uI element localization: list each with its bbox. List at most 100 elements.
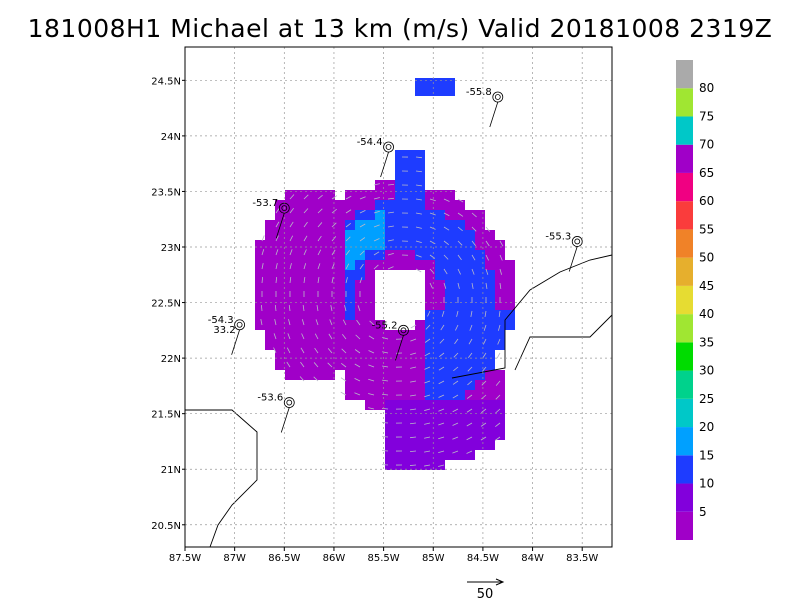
- wind-cell: [335, 250, 345, 260]
- wind-cell: [435, 410, 445, 420]
- wind-arrow: [300, 361, 305, 368]
- wind-arrow: [415, 226, 422, 229]
- wind-cell: [375, 340, 385, 350]
- wind-cell: [385, 460, 395, 470]
- wind-cell: [285, 210, 295, 220]
- wind-arrow: [415, 254, 422, 258]
- wind-cell: [425, 340, 435, 350]
- wind-cell: [325, 310, 335, 320]
- wind-cell: [495, 240, 505, 250]
- wind-arrow: [497, 324, 501, 331]
- wind-cell: [405, 230, 415, 240]
- wind-arrow: [471, 282, 474, 289]
- wind-cell: [455, 290, 465, 300]
- wind-cell: [315, 300, 325, 310]
- wind-arrow: [341, 348, 347, 354]
- wind-cell: [335, 360, 345, 370]
- wind-cell: [415, 440, 425, 450]
- wind-cell: [415, 210, 425, 220]
- wind-cell: [425, 240, 435, 250]
- wind-cell: [345, 200, 355, 210]
- wind-cell: [485, 280, 495, 290]
- wind-cell: [345, 190, 355, 200]
- wind-cell: [295, 200, 305, 210]
- dropsonde-ring: [492, 91, 504, 103]
- wind-arrow: [373, 224, 380, 228]
- wind-cell: [465, 380, 475, 390]
- wind-arrow: [359, 263, 364, 270]
- lat-label: 21N: [161, 465, 181, 476]
- wind-cell: [465, 260, 475, 270]
- wind-cell: [415, 150, 425, 160]
- wind-arrow: [373, 238, 380, 242]
- wind-arrow: [288, 319, 291, 326]
- dropsonde-ring-inner: [385, 144, 392, 150]
- wind-arrow: [317, 263, 321, 270]
- wind-cell: [355, 380, 365, 390]
- wind-arrow: [327, 348, 333, 354]
- wind-cell: [495, 290, 505, 300]
- wind-cell: [385, 360, 395, 370]
- wind-arrow: [382, 379, 389, 382]
- wind-cell: [385, 350, 395, 360]
- wind-arrow: [480, 436, 487, 441]
- wind-cell: [475, 220, 485, 230]
- wind-cell: [455, 410, 465, 420]
- wind-cell: [365, 280, 375, 290]
- wind-arrow: [317, 235, 322, 242]
- wind-arrow: [317, 194, 323, 200]
- wind-arrow: [466, 408, 473, 413]
- wind-arrow: [261, 235, 265, 242]
- wind-arrow: [342, 334, 347, 340]
- wind-cell: [375, 380, 385, 390]
- wind-cell: [485, 320, 495, 330]
- wind-cell: [395, 240, 405, 250]
- wind-cell: [315, 290, 325, 300]
- colorbar-segment: [676, 60, 693, 89]
- wind-cell: [395, 410, 405, 420]
- wind-cell: [445, 200, 455, 210]
- wind-cell: [395, 420, 405, 430]
- wind-cell: [405, 380, 415, 390]
- wind-cell: [295, 270, 305, 280]
- wind-cell: [485, 330, 495, 340]
- wind-cell: [345, 310, 355, 320]
- wind-cell: [255, 310, 265, 320]
- wind-arrow: [499, 282, 502, 289]
- wind-arrow: [289, 235, 294, 242]
- wind-arrow: [287, 333, 291, 340]
- wind-cell: [485, 380, 495, 390]
- wind-cell: [425, 410, 435, 420]
- wind-cell: [355, 210, 365, 220]
- wind-arrow: [453, 352, 459, 358]
- wind-cell: [365, 260, 375, 270]
- wind-arrow: [387, 239, 394, 242]
- wind-cell: [425, 280, 435, 290]
- wind-cell: [325, 280, 335, 290]
- wind-arrow: [415, 212, 422, 215]
- wind-arrow: [410, 394, 417, 397]
- wind-cell: [395, 380, 405, 390]
- wind-arrow: [471, 268, 475, 275]
- wind-cell: [385, 430, 395, 440]
- wind-cell: [395, 190, 405, 200]
- wind-cell: [405, 160, 415, 170]
- wind-cell: [355, 310, 365, 320]
- wind-cell: [445, 380, 455, 390]
- wind-cell: [485, 360, 495, 370]
- wind-arrow: [457, 254, 462, 261]
- wind-cell: [475, 420, 485, 430]
- wind-cell: [445, 350, 455, 360]
- wind-cell: [345, 340, 355, 350]
- wind-arrow: [275, 276, 278, 284]
- wind-cell: [465, 440, 475, 450]
- wind-arrow: [368, 393, 375, 396]
- wind-arrow: [499, 268, 503, 275]
- wind-cell: [435, 300, 445, 310]
- lat-label: 21.5N: [151, 410, 181, 421]
- wind-arrow: [368, 350, 375, 354]
- wind-arrow: [409, 436, 417, 439]
- dropsonde-ring-inner: [574, 238, 581, 245]
- wind-cell: [365, 350, 375, 360]
